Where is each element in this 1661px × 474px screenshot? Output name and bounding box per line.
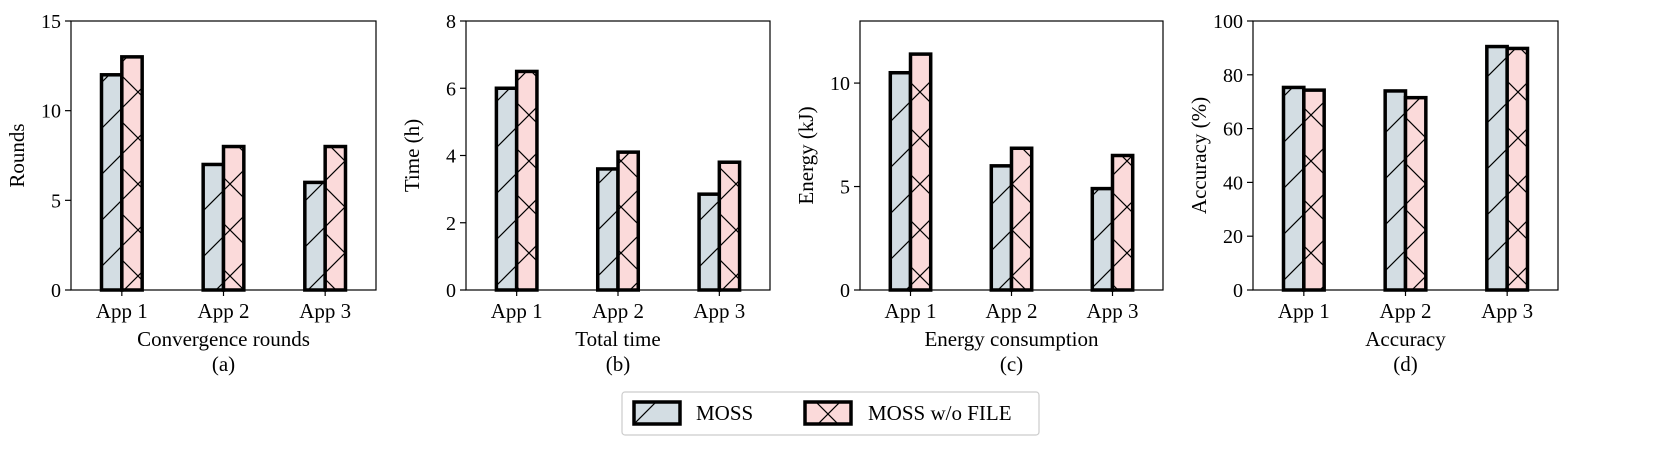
legend: MOSS MOSS w/o FILE bbox=[621, 391, 1040, 436]
bar-moss-3 bbox=[697, 192, 722, 292]
y-tick-label: 6 bbox=[446, 78, 456, 100]
bar-file-2 bbox=[1403, 95, 1428, 292]
bar-file-1 bbox=[1302, 88, 1326, 292]
y-tick-label: 5 bbox=[840, 177, 850, 199]
x-tick-label: App 1 bbox=[885, 299, 937, 323]
y-axis-label: Energy (kJ) bbox=[794, 106, 818, 204]
x-tick-label: App 3 bbox=[693, 299, 745, 323]
y-tick-label: 10 bbox=[830, 73, 850, 95]
chart-caption: (b) bbox=[606, 352, 631, 376]
bar-file-1 bbox=[120, 55, 144, 292]
bar-moss-2 bbox=[201, 162, 226, 292]
bar-moss-1 bbox=[494, 86, 519, 292]
chart-caption: (c) bbox=[1000, 352, 1023, 376]
y-axis-label: Rounds bbox=[5, 123, 29, 187]
chart-panel-4: 0 20 40 60 80 100 App 1 App 2 App 3 Accuracy (%) A… bbox=[1187, 11, 1559, 376]
x-tick-label: App 3 bbox=[1087, 299, 1139, 323]
legend-item-moss: MOSS bbox=[632, 400, 753, 426]
x-tick-label: App 1 bbox=[96, 299, 148, 323]
y-tick-label: 8 bbox=[446, 11, 456, 33]
bar-file-2 bbox=[1009, 146, 1034, 292]
chart-caption: (a) bbox=[212, 352, 235, 376]
bar-file-3 bbox=[1110, 153, 1135, 292]
x-tick-label: App 3 bbox=[299, 299, 351, 323]
bar-moss-2 bbox=[1383, 89, 1408, 292]
bar-moss-3 bbox=[1090, 186, 1115, 292]
y-tick-label: 15 bbox=[41, 11, 61, 33]
bar-file-3 bbox=[717, 160, 742, 292]
x-tick-label: App 2 bbox=[592, 299, 644, 323]
chart-panel-3: 0 5 10 App 1 App 2 App 3 Energy (kJ) Energy con… bbox=[794, 20, 1164, 376]
x-tick-label: App 1 bbox=[1278, 299, 1330, 323]
y-tick-label: 0 bbox=[840, 280, 850, 302]
y-tick-label: 10 bbox=[41, 101, 61, 123]
y-tick-label: 4 bbox=[446, 146, 456, 168]
y-axis-label: Time (h) bbox=[400, 119, 424, 192]
y-tick-label: 80 bbox=[1223, 65, 1243, 87]
y-tick-label: 0 bbox=[1233, 280, 1243, 302]
bar-moss-3 bbox=[303, 180, 327, 292]
y-tick-label: 0 bbox=[51, 280, 61, 302]
bar-moss-1 bbox=[1281, 85, 1306, 292]
x-tick-label: App 3 bbox=[1481, 299, 1533, 323]
bar-file-3 bbox=[323, 144, 348, 292]
bar-file-3 bbox=[1505, 46, 1530, 292]
y-tick-label: 20 bbox=[1223, 226, 1243, 248]
chart-title: Energy consumption bbox=[924, 327, 1099, 351]
legend-label-file: MOSS w/o FILE bbox=[868, 401, 1012, 425]
bar-moss-3 bbox=[1485, 44, 1509, 292]
legend-label-moss: MOSS bbox=[696, 401, 753, 425]
y-tick-label: 40 bbox=[1223, 172, 1243, 194]
x-tick-label: App 2 bbox=[198, 299, 250, 323]
chart-caption: (d) bbox=[1393, 352, 1418, 376]
y-tick-label: 2 bbox=[446, 213, 456, 235]
y-tick-label: 100 bbox=[1213, 11, 1243, 33]
y-tick-label: 60 bbox=[1223, 119, 1243, 141]
bar-file-1 bbox=[514, 69, 539, 292]
y-axis-label: Accuracy (%) bbox=[1187, 97, 1211, 214]
bar-file-2 bbox=[221, 144, 246, 292]
chart-title: Convergence rounds bbox=[137, 327, 310, 351]
chart-panel-2: 0 2 4 6 8 App 1 App 2 App 3 Time (h) Total time(b… bbox=[400, 11, 771, 376]
bar-file-2 bbox=[616, 150, 641, 292]
bar-moss-2 bbox=[989, 164, 1014, 292]
chart-title: Total time bbox=[575, 327, 660, 351]
bar-moss-1 bbox=[99, 73, 124, 292]
legend-item-file: MOSS w/o FILE bbox=[803, 400, 1012, 426]
x-tick-label: App 2 bbox=[986, 299, 1038, 323]
x-tick-label: App 2 bbox=[1380, 299, 1432, 323]
bar-file-1 bbox=[908, 52, 933, 292]
bar-moss-2 bbox=[595, 167, 620, 292]
y-tick-label: 0 bbox=[446, 280, 456, 302]
chart-title: Accuracy bbox=[1365, 327, 1446, 351]
y-tick-label: 5 bbox=[51, 190, 61, 212]
x-tick-label: App 1 bbox=[491, 299, 543, 323]
bar-moss-1 bbox=[888, 70, 913, 292]
charts-area: 0 5 10 15 App 1 App 2 App 3 Rounds Convergence r… bbox=[5, 11, 1559, 376]
chart-panel-1: 0 5 10 15 App 1 App 2 App 3 Rounds Convergence r… bbox=[5, 11, 377, 376]
